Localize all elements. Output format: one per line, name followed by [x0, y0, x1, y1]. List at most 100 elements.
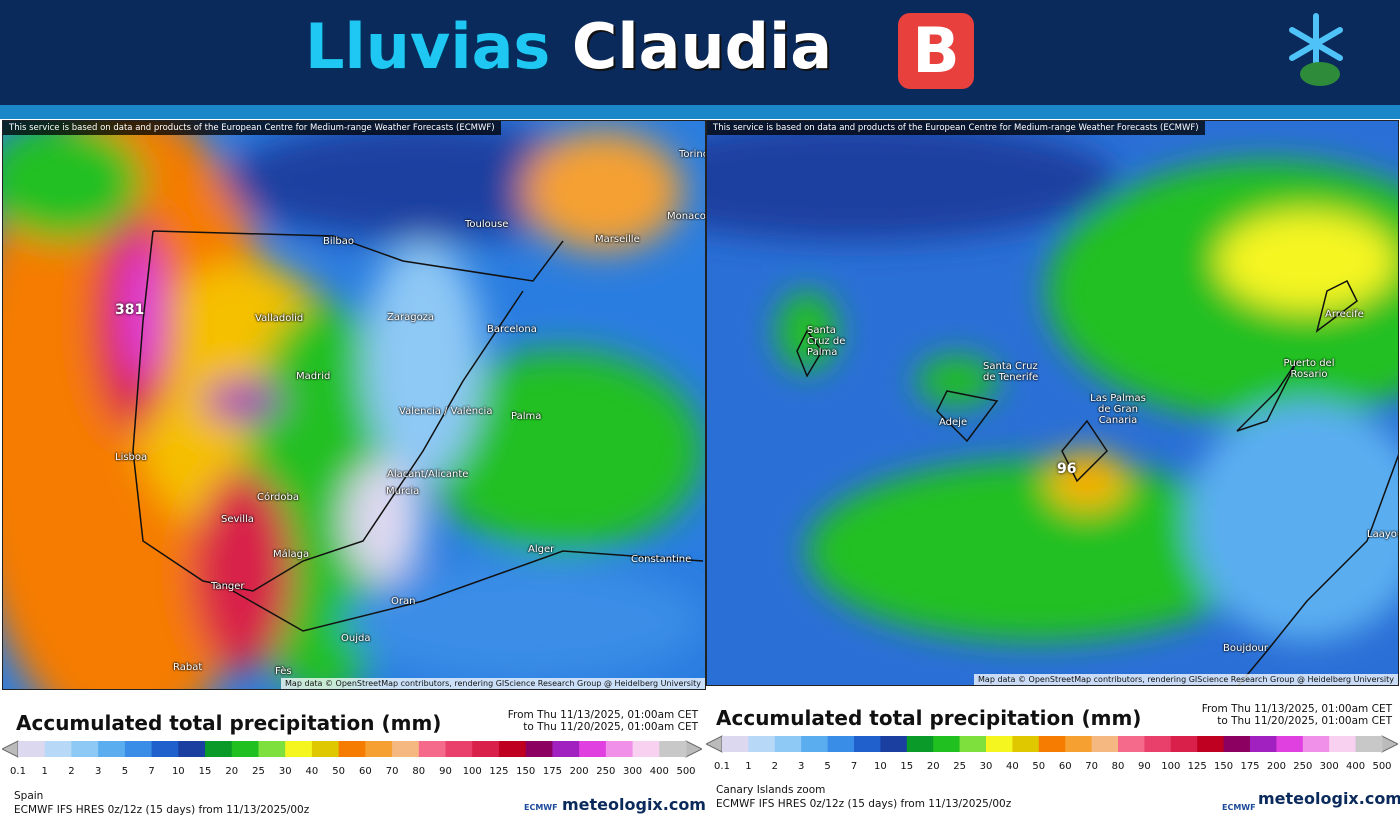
colorbar-swatch	[1276, 736, 1304, 752]
colorbar-swatch	[418, 741, 447, 757]
place: Palma	[511, 411, 542, 422]
place: Rabat	[173, 662, 203, 673]
precip-field	[707, 121, 1398, 685]
date-from: From Thu 11/13/2025, 01:00am CET	[1201, 703, 1392, 715]
place: Arrecife	[1325, 309, 1364, 320]
date-to: to Thu 11/20/2025, 01:00am CET	[523, 721, 698, 733]
colorbar-label: 7	[851, 761, 857, 772]
place: Santa Cruz de Tenerife	[983, 361, 1039, 383]
colorbar-swatch	[605, 741, 634, 757]
place: Puerto del Rosario	[1283, 358, 1335, 380]
colorbar-swatch	[44, 741, 72, 757]
legend-title: Accumulated total precipitation (mm)	[16, 711, 442, 735]
place: Barcelona	[487, 324, 537, 335]
place: Monaco	[667, 211, 706, 222]
colorbar: 0.1 1 2 3 5 7 10 15 20 25 30 40 50 60 70 80 90 100 125 150 1…	[706, 735, 1398, 772]
place: Marseille	[595, 234, 640, 245]
colorbar-label: 5	[122, 766, 128, 777]
colorbar-label: 10	[874, 761, 887, 772]
colorbar-label: 25	[953, 761, 966, 772]
title-part: Lluvias	[305, 10, 551, 83]
model: ECMWF IFS HRES 0z/12z (15 days) from 11/…	[716, 798, 1012, 810]
place: Boujdour	[1223, 643, 1269, 654]
colorbar-label: 20	[225, 766, 238, 777]
colorbar-swatch	[722, 736, 749, 752]
colorbar-label: 70	[1085, 761, 1098, 772]
place: Oujda	[341, 633, 371, 644]
region: Spain	[14, 790, 44, 802]
colorbar-swatch	[98, 741, 126, 757]
place: Oran	[391, 596, 416, 607]
date-range: From Thu 11/13/2025, 01:00am CET to Thu 1…	[1202, 703, 1392, 727]
max-value: 96	[1057, 461, 1077, 477]
colorbar-swatch	[498, 741, 527, 757]
colorbar-label: 500	[676, 766, 695, 777]
colorbar-swatch	[579, 741, 607, 757]
colorbar-swatch	[774, 736, 802, 752]
colorbar-swatch	[151, 741, 179, 757]
place: Murcia	[386, 486, 420, 497]
colorbar-label: 3	[798, 761, 804, 772]
badge: B	[898, 13, 974, 89]
colorbar-swatch	[1065, 736, 1093, 752]
map-credit: Map data © OpenStreetMap contributors, r…	[974, 674, 1398, 685]
colorbar-swatch	[854, 736, 881, 752]
colorbar-label: 10	[172, 766, 185, 777]
colorbar-label: 50	[1032, 761, 1045, 772]
colorbar-label: 40	[1006, 761, 1019, 772]
colorbar-swatch	[71, 741, 99, 757]
colorbar-label: 60	[359, 766, 372, 777]
map-canary: This service is based on data and produc…	[706, 120, 1399, 686]
precip-field	[3, 121, 705, 689]
colorbar-label: 100	[463, 766, 482, 777]
colorbar-swatch	[1144, 736, 1172, 752]
colorbar-label: 200	[570, 766, 589, 777]
place: Alacant/Alicante	[387, 469, 469, 480]
colorbar-label: 30	[980, 761, 993, 772]
colorbar-label: 15	[199, 766, 212, 777]
place: Zaragoza	[387, 312, 435, 323]
colorbar-arrow	[706, 735, 723, 753]
colorbar-label: 400	[650, 766, 669, 777]
colorbar-swatch	[552, 741, 580, 757]
colorbar-swatch	[1329, 736, 1357, 752]
colorbar-label: 300	[1320, 761, 1339, 772]
place: Valencia / València	[399, 406, 493, 417]
region: Canary Islands zoom	[716, 784, 826, 796]
brand: meteologix.com	[562, 795, 706, 814]
colorbar-label: 150	[1214, 761, 1233, 772]
place: Torino	[679, 149, 706, 160]
colorbar-label: 200	[1267, 761, 1286, 772]
ecmwf-logo: ECMWF	[1222, 803, 1256, 812]
colorbar: 0.1 1 2 3 5 7 10 15 20 25 30 40 50 60 70 80 90 100 125 150 1…	[2, 740, 702, 777]
date-from: From Thu 11/13/2025, 01:00am CET	[507, 709, 698, 721]
colorbar-swatch	[1302, 736, 1330, 752]
model: ECMWF IFS HRES 0z/12z (15 days) from 11/…	[14, 804, 310, 816]
place: Adeje	[939, 417, 968, 428]
colorbar-label: 2	[772, 761, 778, 772]
date-to: to Thu 11/20/2025, 01:00am CET	[1217, 715, 1392, 727]
place: Madrid	[296, 371, 331, 382]
place: Las Palmas de Gran Canaria	[1090, 393, 1146, 426]
colorbar-label: 2	[68, 766, 74, 777]
colorbar-label: 1	[745, 761, 751, 772]
place: Fès	[275, 666, 292, 677]
colorbar-swatch	[1250, 736, 1277, 752]
place: Alger	[528, 544, 555, 555]
colorbar-swatch	[525, 741, 553, 757]
colorbar-swatch	[748, 736, 776, 752]
place: Tanger	[211, 581, 245, 592]
header-bar	[0, 0, 1400, 105]
map-credit: Map data © OpenStreetMap contributors, r…	[281, 678, 705, 689]
place: Córdoba	[257, 492, 299, 503]
colorbar-label: 20	[927, 761, 940, 772]
colorbar-swatch	[632, 741, 660, 757]
place: Toulouse	[465, 219, 509, 230]
colorbar-label: 15	[900, 761, 913, 772]
colorbar-swatch	[338, 741, 366, 757]
place: Málaga	[273, 549, 310, 560]
colorbar-label: 400	[1346, 761, 1365, 772]
colorbar-label: 90	[439, 766, 452, 777]
colorbar-swatch	[285, 741, 313, 757]
